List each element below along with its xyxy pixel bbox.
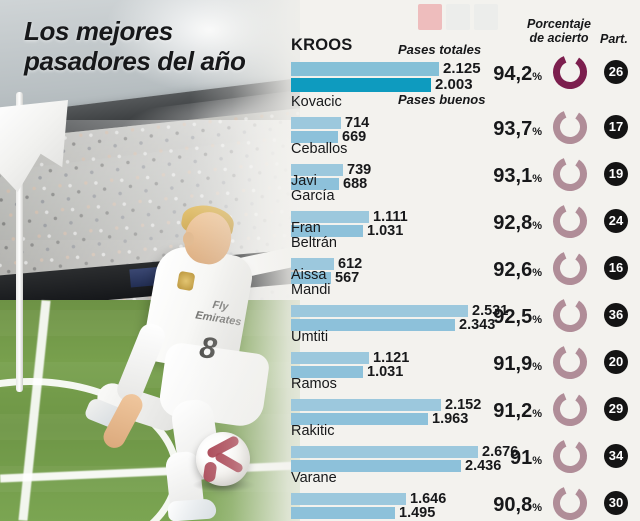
accuracy-ring-icon [551,108,589,146]
accuracy-percent: 91,9% [493,353,542,375]
accuracy-ring-icon [551,53,589,91]
legend-pases-buenos: Pases buenos [398,92,486,107]
header-part: Part. [600,32,628,46]
participations-badge: 30 [604,491,628,515]
value-pases-buenos: 2.436 [465,458,502,474]
accuracy-percent: 92,5% [493,306,542,328]
accuracy-ring-icon [551,484,589,521]
accuracy-ring-icon [551,296,589,334]
participations-badge: 29 [604,397,628,421]
accuracy-percent: 91,2% [493,400,542,422]
value-pases-totales: 612 [338,256,363,272]
header-percent: Porcentaje de acierto [516,17,602,45]
bar-pases-buenos [291,131,338,143]
player-name: Ramos [291,376,337,392]
bar-pases-buenos [291,366,363,378]
bar-pases-totales [291,62,439,76]
logo-watermark [418,4,504,30]
participations-badge: 36 [604,303,628,327]
value-pases-buenos: 567 [335,270,360,286]
value-pases-totales: 1.646 [410,491,447,507]
accuracy-ring-icon [551,437,589,475]
bar-pases-buenos [291,225,363,237]
accuracy-percent: 92,8% [493,212,542,234]
value-pases-buenos: 1.031 [367,223,404,239]
accuracy-percent: 92,6% [493,259,542,281]
bar-pases-buenos [291,413,428,425]
value-pases-totales: 1.111 [373,209,408,225]
value-pases-totales: 2.125 [443,60,481,77]
participations-badge: 19 [604,162,628,186]
accuracy-percent: 91% [509,447,542,469]
value-pases-buenos: 2.003 [435,76,473,93]
accuracy-percent: 93,7% [493,118,542,140]
bar-pases-totales [291,211,369,223]
participations-badge: 17 [604,115,628,139]
value-pases-totales: 739 [347,162,372,178]
bar-pases-buenos [291,507,395,519]
player-ear [183,232,194,246]
bar-pases-totales [291,399,441,411]
accuracy-ring-icon [551,155,589,193]
accuracy-ring-icon [551,249,589,287]
player-name: Fran Beltrán [291,220,337,251]
value-pases-buenos: 669 [342,129,367,145]
header-percent-line-2: de acierto [529,30,589,45]
value-pases-totales: 1.121 [373,350,410,366]
header-percent-line-1: Porcentaje [527,17,591,31]
bar-pases-buenos [291,460,461,472]
bar-pases-totales [291,446,478,458]
bar-pases-totales [291,352,369,364]
player-name: Aissa Mandi [291,267,331,298]
value-pases-totales: 2.676 [482,444,519,460]
player-name: Umtiti [291,329,329,345]
player-name: Kovacic [291,94,342,110]
accuracy-ring-icon [551,390,589,428]
bar-pases-totales [291,493,406,505]
value-pases-totales: 2.531 [472,303,509,319]
accuracy-ring-icon [551,343,589,381]
player-name: Javi García [291,173,335,204]
participations-badge: 34 [604,444,628,468]
bar-pases-buenos [291,272,331,284]
accuracy-ring-icon [551,202,589,240]
player-name: Rakitic [291,423,335,439]
bar-pases-totales [291,305,468,317]
bar-pases-totales [291,117,341,129]
participations-badge: 26 [604,60,628,84]
value-pases-buenos: 1.495 [399,505,436,521]
participations-badge: 20 [604,350,628,374]
accuracy-percent: 93,1% [493,165,542,187]
legend-pases-totales: Pases totales [398,42,482,57]
title-line-2: pasadores del año [24,46,246,76]
value-pases-buenos: 2.343 [459,317,496,333]
player-name: Ceballos [291,141,348,157]
bar-pases-buenos [291,178,339,190]
bar-pases-totales [291,164,343,176]
participations-badge: 16 [604,256,628,280]
corner-flag-pole [16,92,23,392]
participations-badge: 24 [604,209,628,233]
page-title: Los mejores pasadores del año [24,16,294,76]
value-pases-totales: 714 [345,115,370,131]
player-name: Varane [291,470,337,486]
title-line-1: Los mejores [24,16,173,46]
bar-pases-totales [291,258,334,270]
value-pases-totales: 2.152 [445,397,482,413]
accuracy-percent: 94,2% [493,63,542,85]
value-pases-buenos: 1.963 [432,411,469,427]
accuracy-percent: 90,8% [493,494,542,516]
bar-pases-buenos [291,319,455,331]
value-pases-buenos: 688 [343,176,368,192]
bar-pases-buenos [291,78,431,92]
value-pases-buenos: 1.031 [367,364,404,380]
player-name: KROOS [291,36,353,54]
